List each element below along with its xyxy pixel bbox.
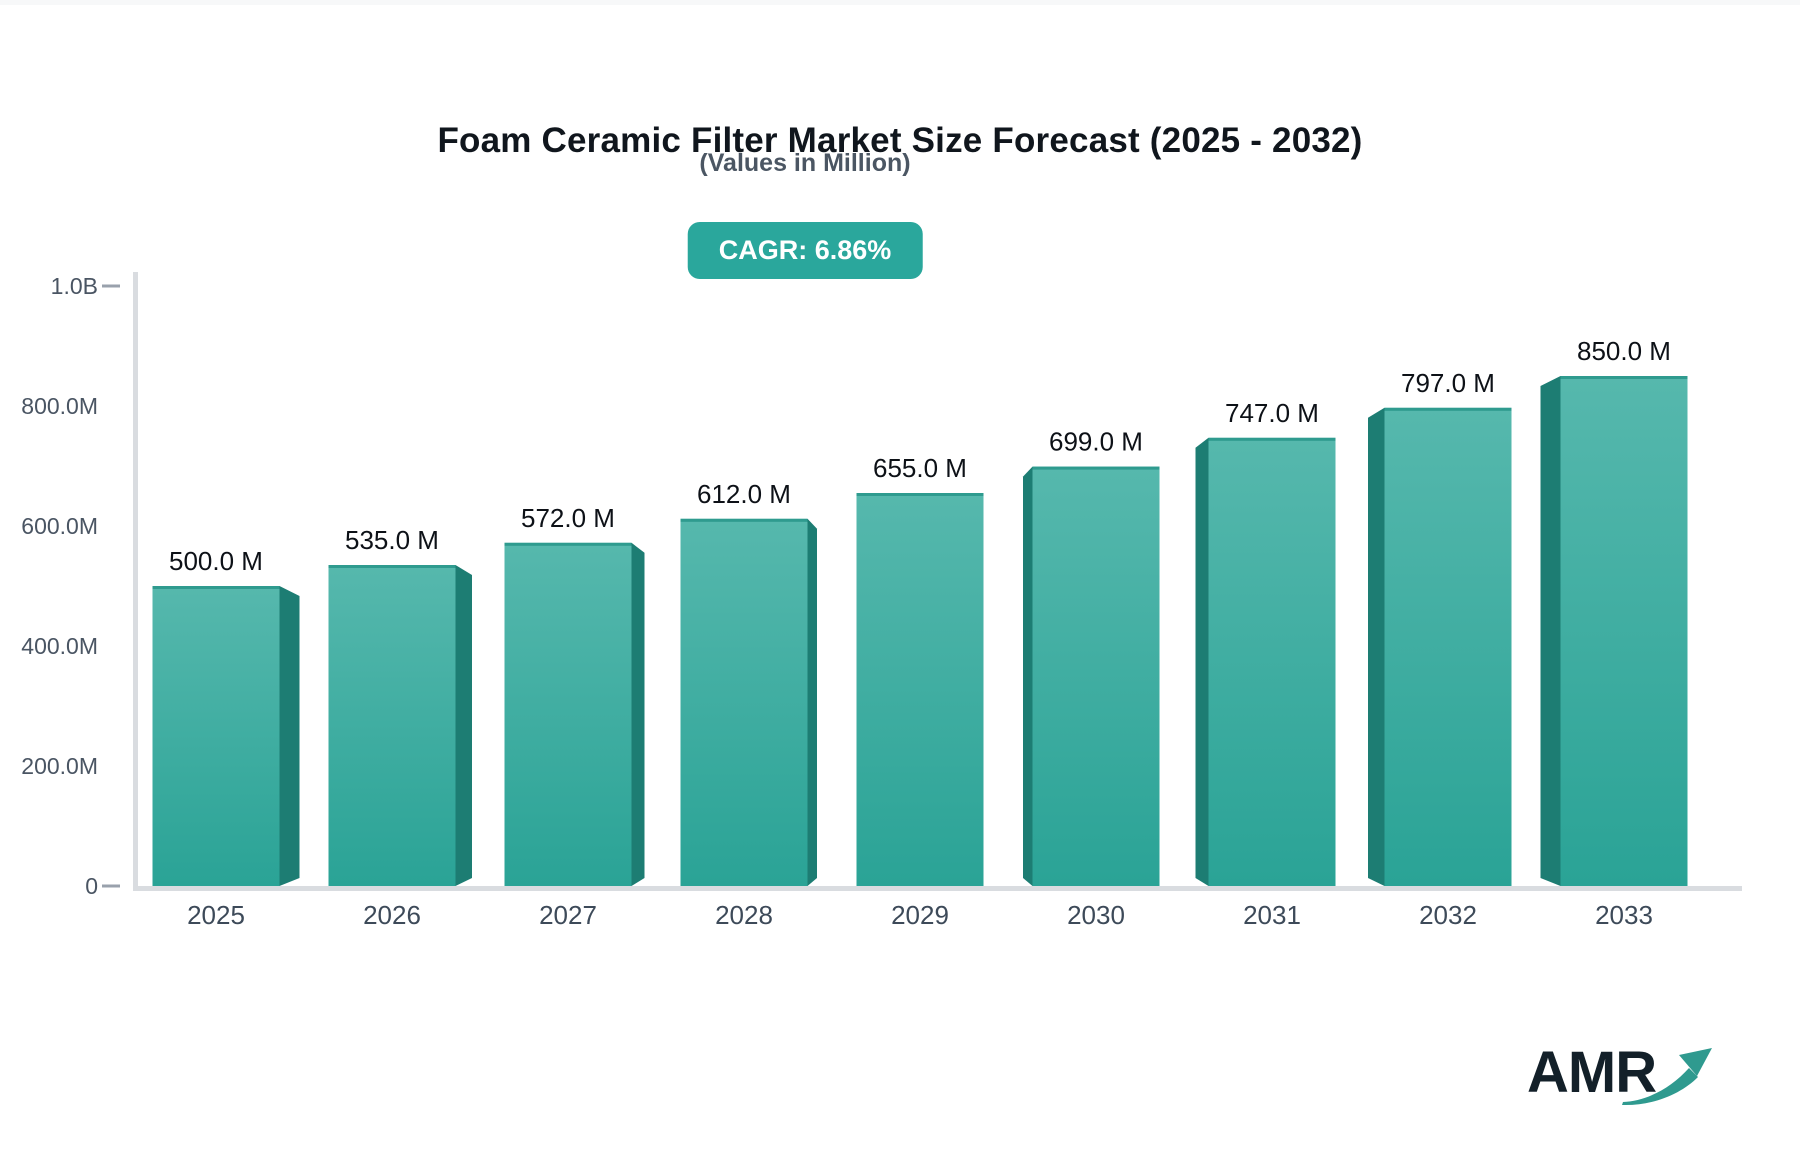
bar-top-edge (680, 518, 808, 522)
bar[interactable] (1560, 376, 1688, 886)
bar-group-2028: 612.0 M 2028 (680, 479, 817, 930)
x-tick-label: 2027 (539, 900, 597, 930)
bar-top-edge (1208, 437, 1336, 441)
bar-value-label: 797.0 M (1401, 368, 1495, 398)
bar[interactable] (680, 518, 808, 886)
bar-value-label: 699.0 M (1049, 427, 1143, 457)
bar-side-face (1195, 437, 1209, 886)
amr-logo-arrowhead-icon (1679, 1048, 1712, 1076)
bar-group-2030: 699.0 M 2030 (1023, 427, 1160, 930)
bar[interactable] (152, 586, 280, 886)
bar-group-2027: 572.0 M 2027 (504, 503, 645, 930)
bar-top-edge (328, 565, 456, 568)
bar-value-label: 655.0 M (873, 453, 967, 483)
bar-group-2026: 535.0 M 2026 (328, 525, 472, 930)
bar[interactable] (1208, 437, 1336, 886)
y-axis-line (133, 272, 138, 891)
bar-group-2025: 500.0 M 2025 (152, 546, 300, 930)
chart-subtitle: (Values in Million) (699, 149, 911, 177)
y-tick-label: 0 (85, 873, 98, 899)
bar-top-edge (152, 586, 280, 589)
bar-side-face (631, 542, 645, 886)
x-tick-label: 2033 (1595, 900, 1653, 930)
bar-value-label: 535.0 M (345, 525, 439, 555)
bar-side-face (279, 586, 300, 886)
y-tick-label: 600.0M (21, 513, 98, 539)
bar-top-edge (1384, 407, 1512, 411)
chart-title: Foam Ceramic Filter Market Size Forecast… (437, 121, 1363, 161)
y-tick-label: 200.0M (21, 753, 98, 779)
bar-value-label: 850.0 M (1577, 336, 1671, 366)
bar[interactable] (504, 542, 632, 886)
x-tick-label: 2029 (891, 900, 949, 930)
x-tick-label: 2025 (187, 900, 245, 930)
bar-chart: 1.0B 800.0M 600.0M 400.0M 200.0M 0 500.0 M 2025… (21, 272, 1742, 930)
bar-side-face (455, 565, 472, 886)
amr-logo-text: AMR (1527, 1040, 1656, 1105)
y-tick-label: 1.0B (51, 273, 98, 299)
bar-value-label: 747.0 M (1225, 398, 1319, 428)
bar-group-2031: 747.0 M 2031 (1195, 398, 1336, 930)
bar-group-2032: 797.0 M 2032 (1368, 368, 1512, 930)
bar-value-label: 612.0 M (697, 479, 791, 509)
bar-top-edge (856, 493, 984, 496)
bar-value-label: 500.0 M (169, 546, 263, 576)
bar[interactable] (328, 565, 456, 886)
bar[interactable] (856, 493, 984, 886)
bar-top-edge (504, 542, 632, 546)
x-tick-label: 2028 (715, 900, 773, 930)
bar-group-2033: 850.0 M 2033 (1540, 336, 1688, 930)
amr-logo: AMR (1527, 1040, 1712, 1106)
bar-group-2029: 655.0 M 2029 (856, 453, 984, 930)
bar[interactable] (1032, 466, 1160, 886)
bar[interactable] (1384, 407, 1512, 886)
x-tick-label: 2030 (1067, 900, 1125, 930)
amr-logo-swoosh-icon (1622, 1068, 1698, 1106)
page-top-strip (0, 0, 1800, 5)
bar-side-face (1540, 376, 1561, 886)
x-tick-label: 2031 (1243, 900, 1301, 930)
bar-top-edge (1560, 376, 1688, 379)
bar-value-label: 572.0 M (521, 503, 615, 533)
x-tick-label: 2032 (1419, 900, 1477, 930)
bar-side-face (1023, 466, 1033, 886)
bar-side-face (807, 518, 817, 886)
y-axis-tick-mark (102, 284, 120, 288)
y-axis-tick-mark (102, 884, 120, 888)
bar-top-edge (1032, 466, 1160, 470)
bar-side-face (1368, 407, 1385, 886)
x-axis-line (133, 886, 1742, 891)
x-tick-label: 2026 (363, 900, 421, 930)
chart-subtitle-wrap: (Values in Million) (0, 149, 1610, 178)
y-tick-label: 400.0M (21, 633, 98, 659)
y-tick-label: 800.0M (21, 393, 98, 419)
cagr-badge: CAGR: 6.86% (687, 222, 923, 279)
